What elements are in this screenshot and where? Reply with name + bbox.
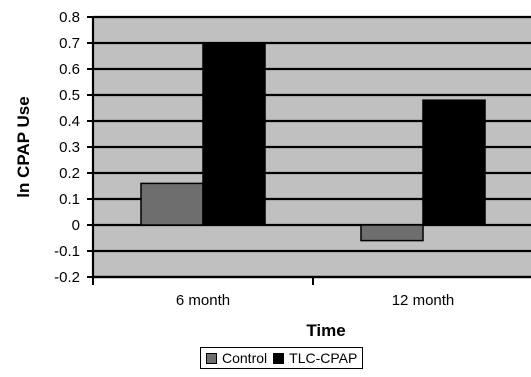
x-axis-title: Time	[306, 321, 345, 340]
bar-control-12-month	[360, 224, 424, 242]
y-tick-label: -0.2	[54, 269, 80, 286]
legend-item-tlc-cpap: TLC-CPAP	[273, 350, 357, 366]
x-tick-label: 12 month	[392, 292, 455, 309]
bar-control-6-month	[140, 182, 204, 226]
legend-item-control: Control	[206, 350, 267, 366]
legend: Control TLC-CPAP	[200, 347, 364, 369]
y-tick-label: 0.2	[59, 165, 80, 182]
y-tick-label: 0	[72, 217, 80, 234]
y-axis-title: ln CPAP Use	[14, 96, 33, 197]
x-tick-label: 6 month	[176, 292, 230, 309]
y-tick-label: 0.5	[59, 87, 80, 104]
bars	[140, 42, 486, 242]
y-tick-label: 0.3	[59, 139, 80, 156]
legend-label-control: Control	[222, 350, 268, 366]
y-tick-label: 0.6	[59, 61, 80, 78]
y-tick-label: 0.1	[59, 191, 80, 208]
y-tick-label: 0.7	[59, 35, 80, 52]
y-tick-label: 0.8	[59, 9, 80, 26]
bar-tlc-cpap-12-month	[422, 99, 486, 226]
x-tick-labels: 6 month 12 month	[176, 292, 454, 309]
y-tick-labels: 0.8 0.7 0.6 0.5 0.4 0.3 0.2 0.1 0 -0.1 -0.2	[54, 9, 80, 286]
y-tick-label: 0.4	[59, 113, 80, 130]
legend-swatch-control	[206, 352, 217, 364]
axes	[87, 16, 531, 285]
legend-swatch-tlc-cpap	[273, 352, 285, 364]
bar-tlc-cpap-6-month	[202, 42, 266, 226]
y-tick-label: -0.1	[54, 243, 80, 260]
legend-label-tlc-cpap: TLC-CPAP	[289, 350, 358, 366]
